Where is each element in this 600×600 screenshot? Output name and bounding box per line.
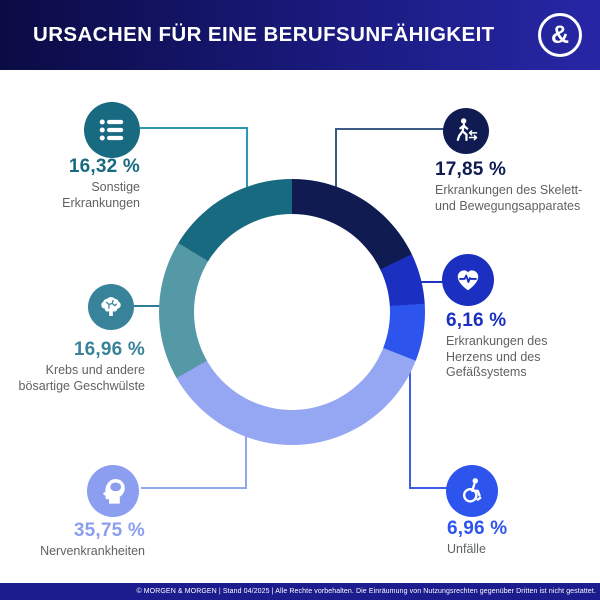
walking-person-icon: [456, 118, 478, 141]
category-icon-nerven: [87, 465, 139, 517]
ampersand-logo-glyph: &: [550, 20, 570, 49]
connector-unfaelle-v: [409, 368, 411, 489]
footer-bar: © MORGEN & MORGEN | Stand 04/2025 | Alle…: [0, 583, 600, 600]
percent-unfaelle: 6,96 %: [447, 518, 508, 539]
page-title: URSACHEN FÜR EINE BERUFSUNFÄHIGKEIT: [33, 23, 495, 46]
connector-skelett-h: [335, 128, 445, 130]
callout-unfaelle: 6,96 % Unfälle: [447, 519, 597, 558]
label-nerven: Nervenkrankheiten: [40, 543, 145, 558]
connector-unfaelle-h: [409, 487, 449, 489]
category-icon-krebs: [88, 284, 134, 330]
connector-sonstige-h: [140, 127, 248, 129]
percent-sonstige: 16,32 %: [68, 156, 140, 177]
head-brain-icon: [103, 479, 125, 504]
callout-herz: 6,16 % Erkrankungen des Herzens und des …: [446, 311, 596, 381]
callout-skelett: 17,85 % Erkrankungen des Skelett- und Be…: [435, 160, 595, 214]
brand-logo: &: [538, 13, 582, 57]
list-icon: [99, 119, 124, 141]
percent-krebs: 16,96 %: [73, 339, 145, 360]
percent-herz: 6,16 %: [446, 310, 507, 331]
label-herz: Erkrankungen des Herzens und des Gefäßsy…: [446, 333, 548, 380]
connector-nerven-v: [245, 430, 247, 489]
connector-skelett-v: [335, 128, 337, 190]
wheelchair-icon: [462, 478, 482, 503]
connector-krebs-h: [134, 305, 162, 307]
donut-hole: [194, 214, 390, 410]
label-krebs: Krebs und andere bösartige Geschwülste: [18, 362, 145, 393]
category-icon-herz: [442, 254, 494, 306]
percent-skelett: 17,85 %: [435, 159, 507, 180]
category-icon-skelett: [443, 108, 489, 154]
header-bar: URSACHEN FÜR EINE BERUFSUNFÄHIGKEIT &: [0, 0, 600, 70]
label-unfaelle: Unfälle: [447, 541, 486, 556]
connector-nerven-h: [141, 487, 247, 489]
donut-chart: [159, 179, 425, 445]
connector-sonstige-v: [246, 127, 248, 189]
callout-sonstige: 16,32 % Sonstige Erkrankungen: [0, 157, 140, 211]
category-icon-unfaelle: [446, 465, 498, 517]
label-sonstige: Sonstige Erkrankungen: [62, 179, 140, 210]
heart-pulse-icon: [457, 270, 479, 291]
category-icon-sonstige: [84, 102, 140, 158]
percent-nerven: 35,75 %: [73, 520, 145, 541]
callout-krebs: 16,96 % Krebs und andere bösartige Gesch…: [0, 340, 145, 394]
brain-icon: [101, 296, 121, 316]
label-skelett: Erkrankungen des Skelett- und Bewegungsa…: [435, 182, 583, 213]
connector-herz-h: [410, 281, 445, 283]
callout-nerven: 35,75 % Nervenkrankheiten: [0, 521, 145, 560]
footer-text: © MORGEN & MORGEN | Stand 04/2025 | Alle…: [136, 588, 596, 595]
